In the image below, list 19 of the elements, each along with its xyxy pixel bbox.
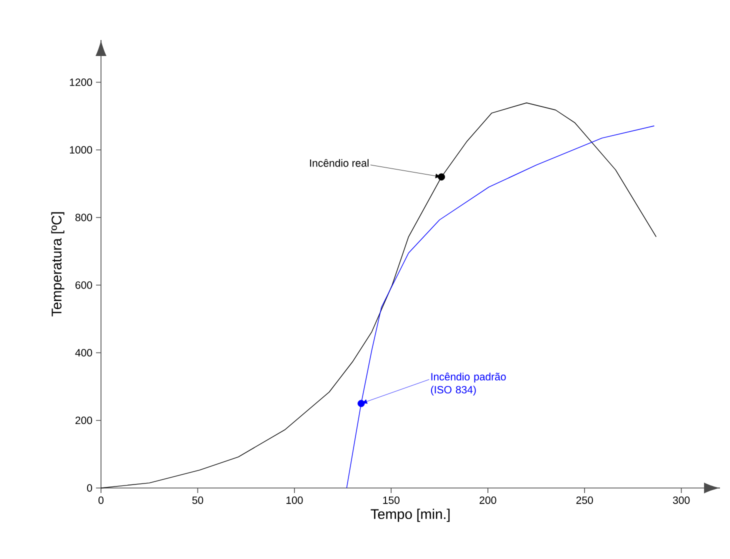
x-tick-label: 300	[672, 496, 690, 504]
x-tick-label: 150	[383, 496, 400, 504]
y-tick-label: 800	[75, 214, 92, 222]
annotation: Incêndio padrão (ISO 834)	[431, 372, 506, 396]
x-axis-title: Tempo [min.]	[370, 508, 450, 522]
x-tick-label: 0	[98, 496, 104, 504]
line-series	[100, 102, 657, 488]
y-tick-label: 400	[75, 349, 92, 356]
x-tick-label: 100	[286, 496, 303, 504]
y-tick-label: 1000	[70, 146, 92, 154]
y-axis-title: Temperatura [ºC]	[51, 212, 64, 316]
y-tick-label: 200	[76, 416, 92, 424]
y-tick-label: 600	[76, 281, 92, 289]
y-tick-label: 1200	[70, 78, 92, 86]
x-tick-label: 250	[576, 496, 593, 504]
x-tick-label: 200	[480, 496, 496, 504]
annotation: Incêndio real	[310, 159, 369, 167]
x-tick-label: 50	[192, 496, 204, 504]
y-tick-label: 0	[87, 484, 92, 492]
